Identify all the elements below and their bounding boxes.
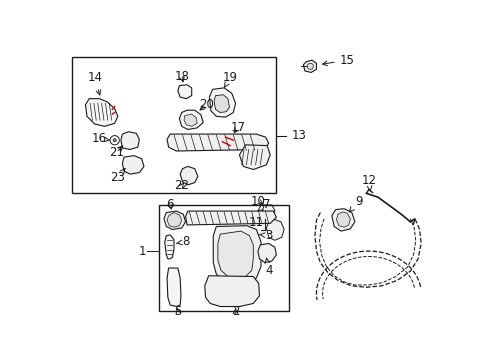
Polygon shape	[336, 212, 349, 227]
Polygon shape	[178, 85, 191, 99]
Polygon shape	[167, 268, 181, 306]
Polygon shape	[167, 134, 268, 151]
Text: 8: 8	[176, 235, 189, 248]
Text: 17: 17	[230, 121, 245, 134]
Polygon shape	[122, 156, 143, 174]
Text: 19: 19	[222, 71, 237, 87]
Polygon shape	[163, 211, 185, 230]
Polygon shape	[167, 213, 182, 227]
Circle shape	[113, 139, 116, 142]
Polygon shape	[85, 99, 118, 126]
Polygon shape	[218, 231, 253, 279]
Text: 9: 9	[349, 194, 362, 212]
Circle shape	[306, 63, 313, 69]
Text: 5: 5	[174, 305, 181, 318]
Polygon shape	[164, 235, 174, 259]
Polygon shape	[121, 132, 139, 149]
Polygon shape	[180, 166, 198, 185]
Polygon shape	[209, 88, 235, 117]
Text: 22: 22	[174, 179, 189, 192]
Polygon shape	[257, 243, 276, 263]
Polygon shape	[185, 211, 276, 225]
Text: 3: 3	[259, 229, 272, 242]
Polygon shape	[303, 60, 316, 72]
Bar	[158, 205, 289, 311]
Text: 13: 13	[291, 129, 306, 142]
Polygon shape	[266, 220, 284, 240]
Text: 18: 18	[174, 70, 189, 83]
Polygon shape	[214, 95, 229, 112]
Polygon shape	[331, 209, 354, 231]
Bar	[72, 57, 276, 193]
Text: 11: 11	[248, 216, 264, 229]
Text: 12: 12	[361, 174, 376, 191]
Polygon shape	[179, 110, 203, 130]
Text: 2: 2	[231, 305, 239, 318]
Text: 7: 7	[257, 198, 269, 211]
Text: 10: 10	[250, 194, 265, 208]
Text: 23: 23	[110, 168, 125, 184]
Polygon shape	[213, 226, 261, 286]
Polygon shape	[183, 114, 197, 126]
Polygon shape	[262, 205, 274, 219]
Text: 21: 21	[108, 146, 123, 159]
Text: 6: 6	[166, 198, 174, 211]
Polygon shape	[204, 276, 259, 306]
Text: 14: 14	[87, 71, 102, 95]
Polygon shape	[239, 145, 270, 170]
Text: 16: 16	[92, 132, 109, 145]
Text: 20: 20	[199, 98, 213, 111]
Text: 1: 1	[139, 244, 146, 258]
Text: 15: 15	[322, 54, 354, 67]
Text: 4: 4	[264, 258, 272, 277]
